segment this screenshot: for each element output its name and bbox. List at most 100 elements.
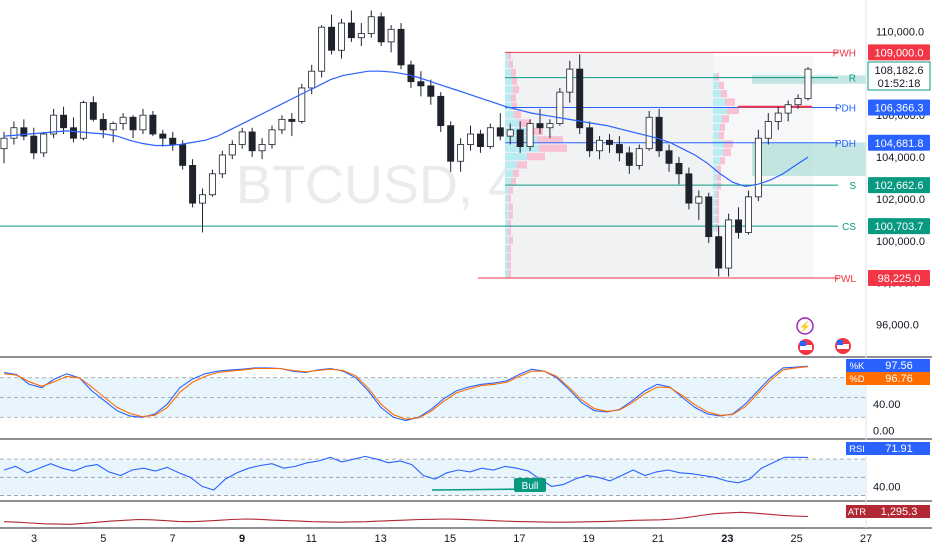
candle[interactable] [586, 127, 594, 152]
candle[interactable] [496, 127, 504, 137]
level-price-tag-pwh[interactable] [868, 44, 930, 61]
candle[interactable] [109, 123, 117, 131]
candle[interactable] [258, 144, 266, 152]
candle[interactable] [189, 165, 197, 204]
candle[interactable] [437, 95, 445, 127]
level-price-tag-pdh[interactable] [868, 99, 930, 116]
candle[interactable] [447, 125, 455, 162]
candle[interactable] [506, 129, 514, 137]
candle[interactable] [804, 68, 812, 99]
candle[interactable] [318, 26, 326, 72]
candle[interactable] [79, 102, 87, 139]
candle[interactable] [784, 104, 792, 114]
candle[interactable] [546, 123, 554, 129]
candle[interactable] [427, 85, 435, 97]
candle[interactable] [208, 173, 216, 196]
candle[interactable] [20, 127, 28, 137]
candle[interactable] [566, 68, 574, 93]
candle[interactable] [764, 121, 772, 139]
candle[interactable] [576, 68, 584, 129]
candle[interactable] [357, 33, 365, 39]
candle[interactable] [665, 150, 673, 164]
candle[interactable] [397, 28, 405, 66]
candle[interactable] [407, 64, 415, 83]
candle[interactable] [606, 139, 613, 145]
candle[interactable] [516, 129, 524, 147]
level-price-tag-s[interactable] [868, 177, 930, 194]
candle[interactable] [199, 194, 206, 204]
candle[interactable] [60, 114, 68, 129]
candle[interactable] [278, 118, 286, 131]
candle[interactable] [774, 112, 782, 122]
candle[interactable] [536, 123, 544, 129]
candle[interactable] [705, 196, 713, 238]
level-price-tag-pwl[interactable] [868, 269, 930, 286]
candle[interactable] [735, 219, 742, 233]
stoch-k-name-tag[interactable] [846, 359, 868, 372]
us-flag-icon[interactable] [835, 338, 851, 354]
candle[interactable] [159, 133, 167, 139]
candle[interactable] [635, 148, 643, 166]
candle[interactable] [744, 196, 752, 233]
rsi-name-tag[interactable] [846, 442, 868, 455]
candle[interactable] [645, 116, 653, 150]
candle[interactable] [89, 102, 97, 120]
level-price-tag-cs[interactable] [868, 218, 930, 235]
candle[interactable] [457, 144, 465, 162]
candle[interactable] [417, 81, 425, 87]
candle[interactable] [149, 114, 157, 135]
atr-name-tag[interactable] [846, 505, 868, 518]
candle[interactable] [248, 131, 256, 152]
candle[interactable] [308, 70, 316, 89]
rsi-value-tag[interactable] [868, 442, 930, 455]
candle[interactable] [288, 118, 296, 122]
candle[interactable] [467, 133, 474, 145]
candle[interactable] [228, 144, 236, 156]
candle[interactable] [238, 131, 246, 145]
level-price-tag-pdh[interactable] [868, 134, 930, 151]
candle[interactable] [129, 116, 137, 131]
candle[interactable] [715, 236, 723, 269]
candle[interactable] [328, 26, 336, 51]
candle[interactable] [10, 127, 18, 139]
candle[interactable] [387, 28, 395, 43]
candle[interactable] [596, 139, 604, 152]
lightning-event-icon[interactable]: ⚡ [796, 317, 814, 335]
candle[interactable] [556, 91, 564, 124]
candle[interactable] [179, 144, 187, 166]
last-price-tag[interactable] [867, 61, 931, 91]
candle[interactable] [99, 118, 107, 131]
stoch-d-value-tag[interactable] [868, 372, 930, 385]
candle[interactable] [50, 114, 58, 135]
candle[interactable] [268, 129, 276, 145]
candle[interactable] [40, 133, 48, 154]
candle[interactable] [695, 196, 703, 204]
atr-value-tag[interactable] [868, 505, 930, 518]
candle[interactable] [725, 219, 733, 269]
candle[interactable] [139, 114, 147, 131]
candle[interactable] [754, 137, 762, 198]
candle[interactable] [625, 152, 633, 166]
candle[interactable] [298, 87, 306, 122]
candle[interactable] [70, 127, 77, 139]
candle[interactable] [794, 98, 802, 106]
candle[interactable] [377, 16, 385, 43]
candle[interactable] [119, 116, 127, 124]
candle[interactable] [476, 133, 484, 147]
us-flag-icon[interactable] [798, 339, 814, 355]
candle[interactable] [169, 137, 177, 145]
candle[interactable] [367, 16, 375, 34]
candle[interactable] [486, 127, 494, 147]
candle[interactable] [0, 137, 8, 150]
stoch-d-name-tag[interactable] [846, 372, 868, 385]
stoch-k-value-tag[interactable] [868, 359, 930, 372]
candle[interactable] [218, 154, 226, 175]
candle[interactable] [347, 22, 355, 39]
candle[interactable] [685, 173, 693, 204]
candle[interactable] [338, 22, 345, 51]
candle[interactable] [655, 116, 663, 152]
candle[interactable] [30, 135, 38, 154]
candle[interactable] [675, 162, 683, 175]
